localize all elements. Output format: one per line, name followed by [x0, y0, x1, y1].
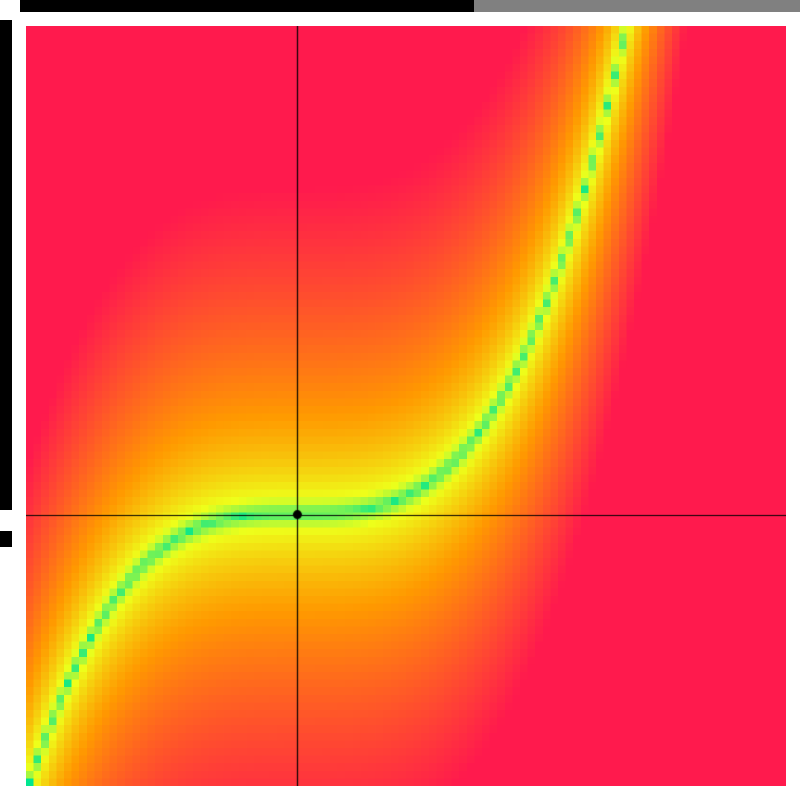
axes-overlay-canvas — [26, 26, 786, 786]
chart-stage — [0, 0, 800, 800]
frame-bar-top-black — [20, 0, 474, 12]
frame-bar-left-lower — [0, 531, 12, 547]
frame-bar-left-upper — [0, 20, 12, 510]
frame-bar-top-gray — [474, 0, 800, 12]
